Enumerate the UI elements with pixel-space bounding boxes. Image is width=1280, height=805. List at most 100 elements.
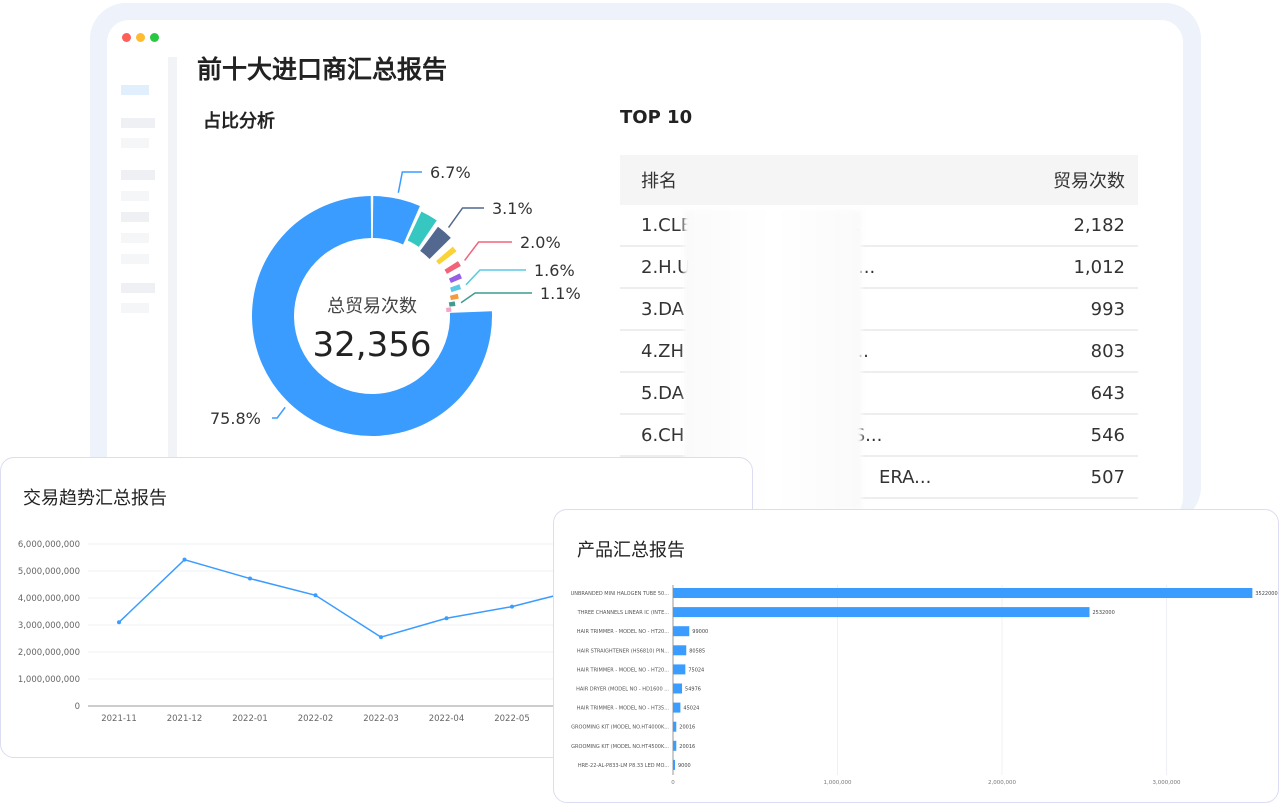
y-tick-label: 0	[75, 702, 80, 712]
donut-slice	[448, 273, 462, 284]
trade-count: 1,012	[1073, 256, 1125, 278]
label-leader-line	[272, 406, 286, 419]
category-label: HAIR TRIMMER - MODEL NO - HT35...	[577, 706, 670, 712]
donut-data-label: 6.7%	[430, 163, 471, 182]
product-bar-chart: 0 1,000,000 2,000,000 3,000,000 UNBRANDED MI…	[571, 585, 1278, 786]
label-leader-line	[460, 292, 532, 304]
donut-data-label: 2.0%	[520, 233, 561, 252]
data-point	[444, 616, 449, 621]
y-tick-label: 3,000,000,000	[18, 621, 80, 631]
bar-value-label: 45024	[683, 706, 699, 712]
donut-slice	[436, 246, 457, 265]
bar	[673, 683, 683, 694]
column-rank: 排名	[641, 171, 677, 192]
x-tick-label: 2022-02	[298, 714, 334, 724]
label-leader-line	[447, 207, 484, 228]
bar	[673, 664, 686, 675]
data-point	[510, 604, 514, 609]
sidebar-item[interactable]	[121, 191, 149, 201]
sidebar-item[interactable]	[121, 138, 149, 148]
category-label: HAIR DRYER (MODEL NO - HD1600 ...	[576, 687, 669, 693]
product-title: 产品汇总报告	[577, 540, 685, 561]
donut-slice	[407, 211, 437, 247]
donut-data-label: 3.1%	[492, 199, 533, 218]
y-tick-label: 2,000,000,000	[18, 648, 80, 658]
column-trade-count[interactable]: 贸易次数	[1053, 171, 1125, 192]
label-leader-line	[464, 241, 512, 261]
bar-value-label: 75024	[688, 667, 704, 673]
donut-data-label: 1.1%	[540, 284, 581, 303]
label-leader-line	[397, 171, 422, 193]
x-tick-label: 2021-12	[167, 714, 203, 724]
category-label: THREE CHANNELS LINEAR IC (INTE...	[577, 610, 670, 616]
sidebar-item[interactable]	[121, 303, 149, 313]
donut-slice	[252, 196, 492, 436]
donut-data-label: 1.6%	[534, 261, 575, 280]
trade-count: 993	[1090, 298, 1125, 320]
importer-name: ERA...	[879, 466, 932, 488]
share-section-title: 占比分析	[203, 111, 275, 132]
data-point	[313, 593, 318, 598]
donut-slice	[444, 261, 461, 274]
sidebar-item[interactable]	[121, 283, 155, 293]
label-leader-line	[465, 269, 526, 286]
category-label: UNBRANDED MINI HALOGEN TUBE 50...	[571, 591, 670, 597]
x-tick-label: 2022-04	[429, 714, 465, 724]
data-point	[379, 635, 383, 640]
page-title: 前十大进口商汇总报告	[197, 55, 448, 84]
y-tick-label: 5,000,000,000	[18, 567, 80, 577]
bar-value-label: 2532000	[1093, 610, 1115, 616]
sidebar-item[interactable]	[121, 212, 149, 222]
sidebar-item[interactable]	[121, 118, 155, 128]
maximize-window-icon[interactable]	[150, 33, 159, 42]
trade-count: 507	[1090, 466, 1125, 488]
sidebar-item[interactable]	[121, 254, 149, 264]
x-tick-label: 1,000,000	[824, 780, 852, 786]
sidebar-item[interactable]	[121, 233, 149, 243]
trade-count: 546	[1090, 424, 1125, 446]
bar	[673, 588, 1253, 598]
bar-value-label: 99000	[692, 629, 708, 635]
donut-center-value: 32,356	[312, 325, 432, 365]
x-tick-label: 2,000,000	[988, 780, 1016, 786]
bar-value-label: 54976	[685, 687, 701, 693]
x-tick-label: 3,000,000	[1153, 780, 1181, 786]
donut-slice	[449, 293, 459, 301]
x-tick-label: 2021-11	[101, 714, 137, 724]
sidebar-scrollbar[interactable]	[168, 57, 177, 477]
y-tick-label: 4,000,000,000	[18, 594, 80, 604]
table-row[interactable]: ERA... 507	[620, 457, 1138, 499]
bar	[673, 626, 690, 637]
x-tick-label: 0	[671, 780, 675, 786]
x-tick-label: 2022-03	[363, 714, 399, 724]
donut-center-label: 总贸易次数	[327, 296, 417, 317]
donut-data-label: 75.8%	[210, 409, 261, 428]
bar	[673, 740, 677, 751]
sidebar-item-active[interactable]	[121, 85, 149, 95]
bar	[673, 702, 681, 713]
minimize-window-icon[interactable]	[136, 33, 145, 42]
close-window-icon[interactable]	[122, 33, 131, 42]
bar-value-label: 20016	[679, 725, 695, 731]
category-label: HAIR TRIMMER - MODEL NO - HT20...	[577, 667, 670, 673]
bar-value-label: 9000	[678, 763, 691, 769]
donut-slice	[420, 226, 451, 259]
donut-slice	[450, 284, 462, 293]
table-header: 排名 贸易次数	[620, 155, 1138, 205]
donut-slice	[446, 307, 452, 312]
x-tick-label: 2022-01	[232, 714, 268, 724]
category-label: HAIR TRIMMER - MODEL NO - HT20...	[577, 629, 670, 635]
sidebar-item[interactable]	[121, 170, 155, 180]
x-tick-label: 2022-05	[494, 714, 530, 724]
bar-value-label: 80585	[689, 648, 705, 654]
data-point	[248, 576, 252, 581]
category-label: GROOMING KIT (MODEL NO.HT4500K...	[571, 744, 669, 750]
top10-table: 排名 贸易次数 1.CLEN ...2,1822.H.USTI...1,0123…	[620, 155, 1138, 499]
trend-title: 交易趋势汇总报告	[23, 488, 167, 509]
donut-slice	[372, 196, 420, 245]
bar	[673, 607, 1090, 618]
y-tick-label: 6,000,000,000	[18, 540, 80, 550]
product-card: 产品汇总报告 0 1,000,000 2,000,000 3,000,000 UNBRA…	[553, 509, 1279, 803]
share-donut-chart: 75.8% 6.7% 3.1% 2.0% 1.6% 1.1%	[210, 163, 581, 436]
category-label: HAIR STRAIGHTENER (HS6810) PIN...	[577, 648, 669, 654]
